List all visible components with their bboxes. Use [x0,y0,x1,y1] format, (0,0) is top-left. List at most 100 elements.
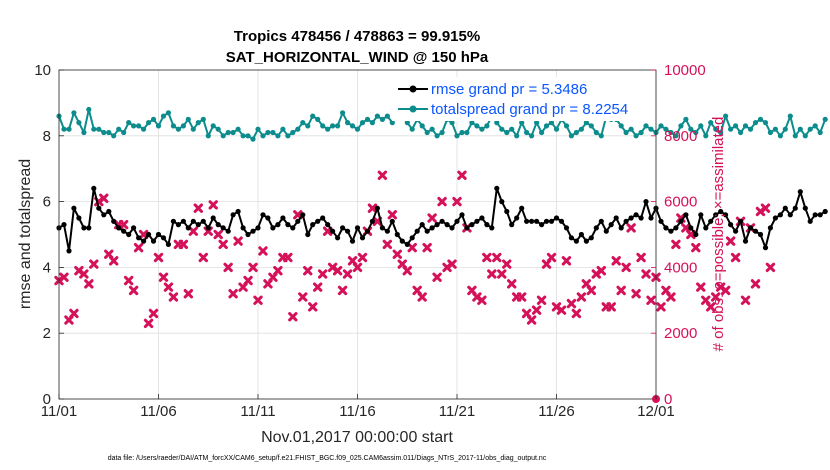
totalspread-point [658,123,664,129]
totalspread-point [683,116,689,122]
totalspread-point [618,123,624,129]
rmse-point [593,225,599,231]
totalspread-point [121,129,127,136]
rmse-point [394,231,400,238]
totalspread-point [578,126,585,132]
totalspread-point [345,120,351,126]
rmse-point [230,212,236,218]
totalspread-point [285,133,291,139]
totalspread-point [325,126,331,132]
totalspread-point [713,126,719,132]
obs-assimilated-marker [133,242,144,253]
rmse-point [583,238,590,244]
obs-assimilated-marker [163,282,174,292]
totalspread-point [180,123,186,129]
totalspread-point [663,126,669,132]
rmse-point [116,225,122,231]
rmse-point [738,218,744,224]
rmse-point [315,218,321,224]
totalspread-point [315,116,321,122]
totalspread-point [767,129,774,136]
series-layer [54,100,828,403]
obs-assimilated-marker [223,262,233,273]
obs-assimilated-marker [79,269,89,279]
totalspread-point [126,120,132,126]
rmse-point [598,218,604,224]
totalspread-point [340,110,346,116]
y-tick-label-left: 2 [43,325,51,342]
rmse-point [588,235,594,241]
rmse-point [742,238,749,244]
obs-assimilated-marker [208,200,218,210]
obs-assimilated-marker [298,292,308,302]
totalspread-point [449,120,455,126]
totalspread-point [474,123,480,129]
obs-assimilated-marker [183,289,194,299]
legend-rmse-label: rmse grand pr = 5.3486 [431,81,587,98]
x-tick-label: 12/01 [637,403,675,420]
rmse-point [663,225,669,231]
totalspread-point [777,133,784,139]
rmse-point [792,205,798,211]
rmse-point [524,218,530,224]
totalspread-point [703,133,709,139]
totalspread-point [718,129,724,136]
totalspread-point [728,126,734,132]
obs-assimilated-marker [760,203,771,213]
rmse-point [733,228,739,234]
obs-assimilated-marker [342,269,353,279]
obs-assimilated-marker [118,219,129,230]
rmse-point [399,238,405,244]
totalspread-point [91,126,97,132]
totalspread-point [320,123,326,129]
obs-assimilated-marker [671,239,681,250]
rmse-point [608,222,614,228]
obs-assimilated-marker [730,252,741,263]
obs-assimilated-marker [621,262,631,273]
obs-assimilated-marker [536,295,547,305]
rmse-point [633,212,639,218]
obs-assimilated-marker [288,312,298,322]
obs-assimilated-marker [213,229,223,240]
rmse-point [429,225,435,231]
totalspread-point [185,116,191,122]
obs-assimilated-marker [556,305,567,315]
chart-title: Tropics 478456 / 478863 = 99.915% [234,28,480,45]
rmse-point [320,215,326,221]
totalspread-point [573,129,580,136]
rmse-point [698,212,704,218]
obs-assimilated-marker [561,256,572,266]
obs-assimilated-marker [332,265,343,276]
totalspread-point [822,116,828,122]
totalspread-point [136,123,142,129]
totalspread-point [688,126,694,132]
totalspread-point [170,123,176,129]
rmse-point [111,218,117,224]
obs-assimilated-marker [691,242,701,253]
obs-assimilated-marker [720,285,731,296]
rmse-point [802,205,808,211]
totalspread-point [280,126,286,132]
totalspread-point [111,133,117,139]
rmse-point [777,212,784,218]
totalspread-point [693,129,699,136]
rmse-point [439,218,445,224]
totalspread-point [270,129,276,136]
totalspread-point [772,126,779,132]
rmse-point [61,222,67,228]
y-tick-label-left: 4 [43,259,51,276]
totalspread-point [349,123,356,129]
totalspread-point [454,133,460,139]
rmse-point [91,185,97,191]
rmse-point [141,238,147,244]
legend-box [392,77,654,121]
totalspread-point [583,120,590,126]
rmse-point [215,222,221,228]
rmse-point [86,225,92,231]
rmse-point [210,215,216,221]
y-tick-label-right: 0 [664,391,672,408]
rmse-point [131,225,137,231]
totalspread-point [548,120,555,126]
totalspread-point [275,133,281,139]
obs-assimilated-marker [417,292,427,302]
